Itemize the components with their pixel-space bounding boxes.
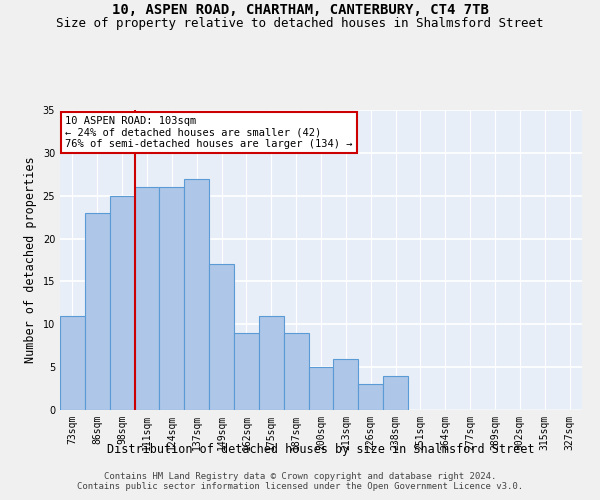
Bar bbox=[60, 316, 85, 410]
Text: 10, ASPEN ROAD, CHARTHAM, CANTERBURY, CT4 7TB: 10, ASPEN ROAD, CHARTHAM, CANTERBURY, CT… bbox=[112, 2, 488, 16]
Bar bbox=[160, 187, 184, 410]
Bar bbox=[334, 358, 358, 410]
Bar bbox=[259, 316, 284, 410]
Bar bbox=[234, 333, 259, 410]
Bar bbox=[85, 213, 110, 410]
Text: Contains public sector information licensed under the Open Government Licence v3: Contains public sector information licen… bbox=[77, 482, 523, 491]
Bar bbox=[184, 178, 209, 410]
Text: Distribution of detached houses by size in Shalmsford Street: Distribution of detached houses by size … bbox=[107, 442, 535, 456]
Bar bbox=[358, 384, 383, 410]
Bar bbox=[383, 376, 408, 410]
Text: Contains HM Land Registry data © Crown copyright and database right 2024.: Contains HM Land Registry data © Crown c… bbox=[104, 472, 496, 481]
Y-axis label: Number of detached properties: Number of detached properties bbox=[24, 156, 37, 364]
Bar bbox=[134, 187, 160, 410]
Text: 10 ASPEN ROAD: 103sqm
← 24% of detached houses are smaller (42)
76% of semi-deta: 10 ASPEN ROAD: 103sqm ← 24% of detached … bbox=[65, 116, 353, 149]
Text: Size of property relative to detached houses in Shalmsford Street: Size of property relative to detached ho… bbox=[56, 18, 544, 30]
Bar bbox=[284, 333, 308, 410]
Bar bbox=[110, 196, 134, 410]
Bar bbox=[209, 264, 234, 410]
Bar bbox=[308, 367, 334, 410]
